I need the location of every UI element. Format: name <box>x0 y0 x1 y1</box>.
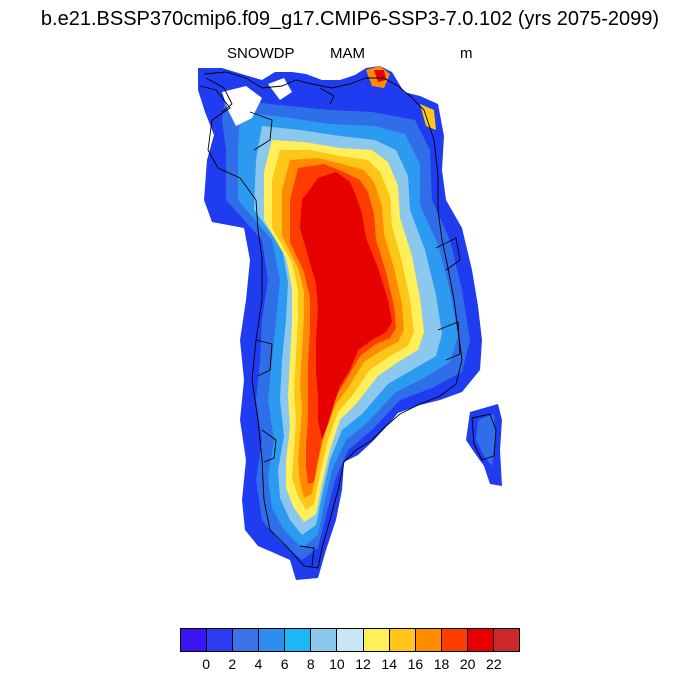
colorbar-box <box>207 629 234 651</box>
colorbar-tick-label: 2 <box>228 656 237 672</box>
east-island-detail <box>476 414 496 466</box>
north-white-gap <box>268 78 292 100</box>
units-label: m <box>460 45 473 62</box>
colorbar-tick-label: 4 <box>254 656 263 672</box>
red-core <box>300 172 392 440</box>
coastline-outline <box>199 71 497 569</box>
colorbar-box <box>259 629 286 651</box>
colorbar <box>180 628 520 652</box>
colorbar-box <box>311 629 338 651</box>
colorbar-box <box>233 629 260 651</box>
colorbar-box <box>389 629 416 651</box>
colorbar-box <box>467 629 494 651</box>
colorbar-box <box>493 629 520 651</box>
colorbar-tick-label: 14 <box>381 656 397 672</box>
colorbar-tick-label: 8 <box>306 656 315 672</box>
colorbar-tick-label: 10 <box>329 656 345 672</box>
colorbar-tick-label: 16 <box>407 656 424 672</box>
colorbar-tick-label: 20 <box>459 656 476 672</box>
northwest-white-gap <box>222 86 262 126</box>
season-label: MAM <box>330 45 365 62</box>
variable-label: SNOWDP <box>227 45 295 62</box>
colorbar-box <box>337 629 364 651</box>
colorbar-tick-label: 22 <box>486 656 502 672</box>
map-title: b.e21.BSSP370cmip6.f09_g17.CMIP6-SSP3-7.… <box>40 8 660 30</box>
colorbar-tick-label: 0 <box>202 656 211 672</box>
colorbar-box <box>415 629 442 651</box>
colorbar-box <box>363 629 390 651</box>
north-red-patch <box>374 70 386 82</box>
colorbar-box <box>441 629 468 651</box>
colorbar-tick-label: 6 <box>280 656 289 672</box>
colorbar-tick-label: 18 <box>433 656 450 672</box>
colorbar-box <box>181 629 208 651</box>
colorbar-box <box>285 629 312 651</box>
colorbar-tick-label: 12 <box>355 656 371 672</box>
